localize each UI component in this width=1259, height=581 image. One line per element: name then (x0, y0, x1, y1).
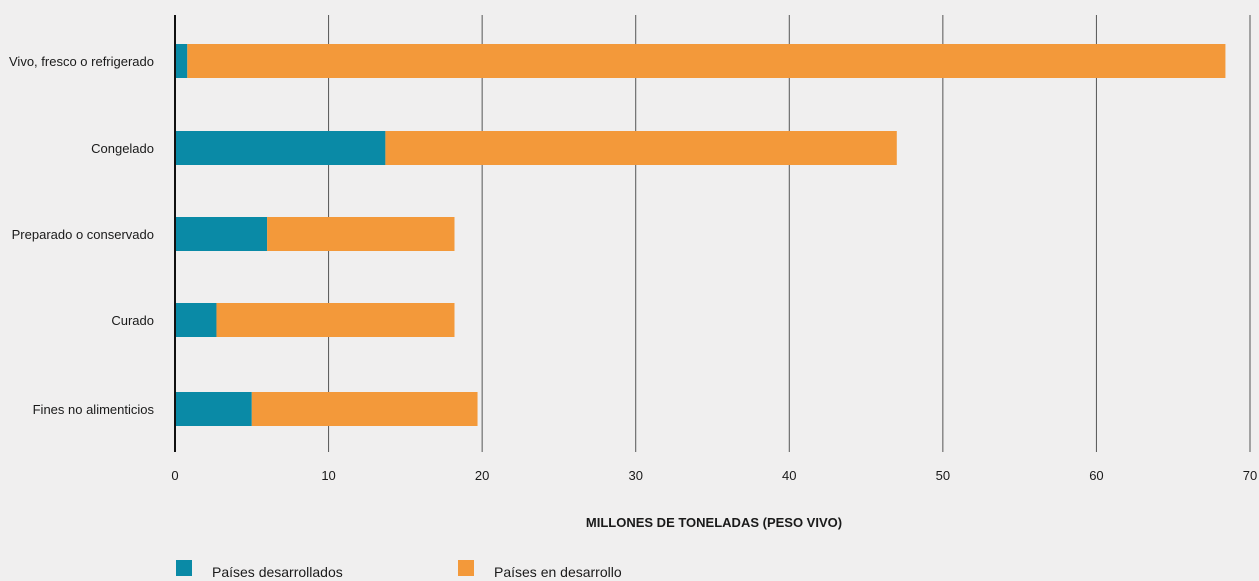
bar-segment-desarrollados (175, 303, 217, 337)
bars (175, 44, 1226, 426)
x-tick-label: 20 (475, 468, 489, 483)
bar-segment-en-desarrollo (187, 44, 1226, 78)
category-label: Congelado (91, 141, 154, 156)
category-label: Curado (111, 313, 154, 328)
legend-swatch (458, 560, 474, 576)
category-label: Preparado o conservado (12, 227, 154, 242)
x-tick-label: 30 (628, 468, 642, 483)
category-label: Fines no alimenticios (33, 402, 155, 417)
legend-label: Países desarrollados (212, 564, 343, 580)
bar-segment-desarrollados (175, 392, 252, 426)
x-tick-label: 40 (782, 468, 796, 483)
category-label: Vivo, fresco o refrigerado (9, 54, 154, 69)
bar-segment-desarrollados (175, 217, 268, 251)
bar-segment-en-desarrollo (385, 131, 897, 165)
bar-segment-en-desarrollo (251, 392, 478, 426)
bar-segment-en-desarrollo (267, 217, 455, 251)
x-tick-labels: 0 10 20 30 40 50 60 70 (171, 468, 1257, 483)
legend: Países desarrollados Países en desarrollo (176, 560, 622, 580)
x-tick-label: 50 (936, 468, 950, 483)
x-tick-label: 10 (321, 468, 335, 483)
x-tick-label: 60 (1089, 468, 1103, 483)
x-tick-label: 70 (1243, 468, 1257, 483)
legend-swatch (176, 560, 192, 576)
x-axis-title: MILLONES DE TONELADAS (PESO VIVO) (586, 515, 842, 530)
category-labels: Vivo, fresco o refrigerado Congelado Prepa… (9, 54, 154, 417)
bar-segment-en-desarrollo (216, 303, 455, 337)
gridlines (328, 15, 1251, 452)
bar-segment-desarrollados (175, 131, 386, 165)
legend-label: Países en desarrollo (494, 564, 622, 580)
bar-segment-desarrollados (175, 44, 188, 78)
x-tick-label: 0 (171, 468, 178, 483)
